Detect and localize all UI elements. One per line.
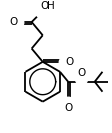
Text: O: O xyxy=(65,57,74,67)
Text: O: O xyxy=(9,17,17,27)
Text: H: H xyxy=(47,1,54,11)
Text: O: O xyxy=(64,103,72,113)
Text: O: O xyxy=(41,1,49,11)
Text: O: O xyxy=(77,68,86,78)
